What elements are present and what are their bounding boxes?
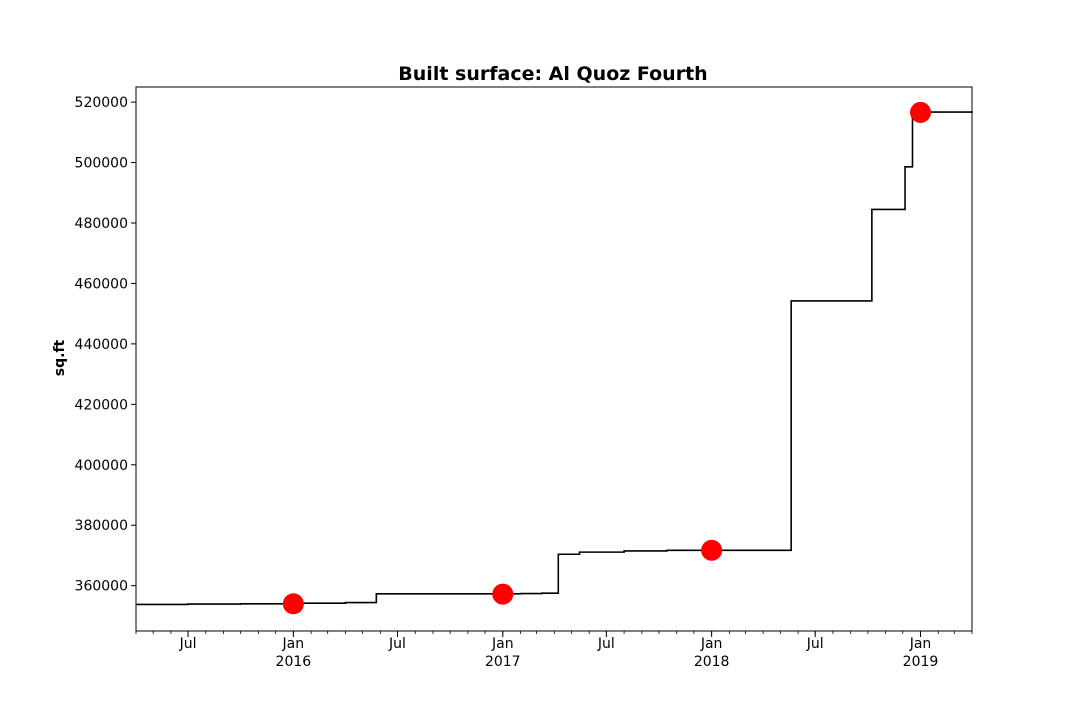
- plot-area: [136, 101, 973, 615]
- y-tick-label: 460000: [75, 276, 128, 292]
- step-line-series: [136, 111, 973, 606]
- y-tick-label: 520000: [75, 95, 128, 111]
- x-tick-year-label: 2019: [903, 654, 939, 670]
- y-axis: 360000 380000 400000 420000 440000 460000 4800…: [75, 95, 136, 595]
- y-tick-label: 400000: [75, 458, 128, 474]
- chart-title: Built surface: Al Quoz Fourth: [398, 63, 707, 85]
- y-tick-label: 380000: [75, 518, 128, 534]
- y-tick-label: 440000: [75, 337, 128, 353]
- data-point-marker: [282, 593, 304, 615]
- y-tick-label: 360000: [75, 579, 128, 595]
- x-tick-year-label: 2016: [276, 654, 312, 670]
- y-tick-label: 480000: [75, 216, 128, 232]
- data-point-marker: [701, 539, 723, 561]
- x-tick-label: Jul: [597, 636, 615, 652]
- y-tick-label: 420000: [75, 397, 128, 413]
- plot-frame: [135, 86, 973, 632]
- x-tick-label: Jul: [179, 636, 197, 652]
- x-tick-label: Jan: [909, 636, 932, 652]
- x-tick-year-label: 2018: [694, 654, 730, 670]
- x-tick-label: Jan: [700, 636, 723, 652]
- x-axis: Jul Jan 2016 Jul Jan 2017 Jul Jan 2018 Jul Jan 2019: [135, 631, 973, 670]
- x-tick-label: Jul: [806, 636, 824, 652]
- x-tick-year-label: 2017: [485, 654, 521, 670]
- x-tick-label: Jan: [491, 636, 514, 652]
- data-point-marker: [910, 101, 932, 123]
- x-tick-label: Jan: [282, 636, 305, 652]
- x-tick-label: Jul: [388, 636, 406, 652]
- y-tick-label: 500000: [75, 156, 128, 172]
- y-axis-label: sq.ft: [52, 339, 68, 376]
- data-point-marker: [492, 583, 514, 605]
